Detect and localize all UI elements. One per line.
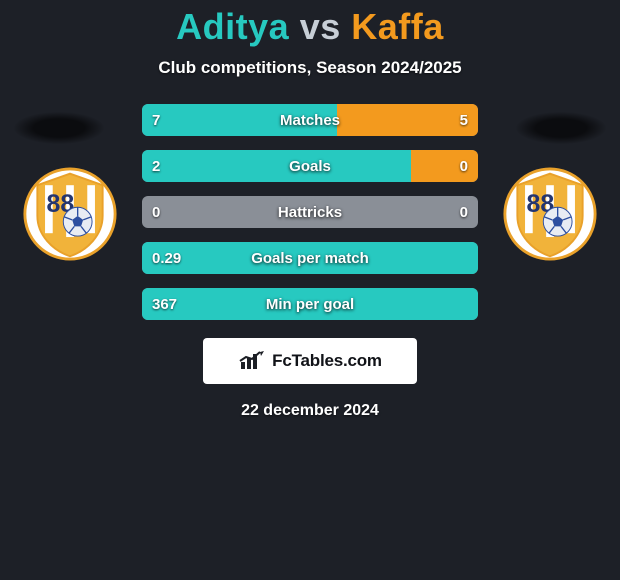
comparison-stage: 88 88 bbox=[0, 104, 620, 420]
stat-row: 00Hattricks bbox=[142, 196, 478, 228]
title-player-b: Kaffa bbox=[351, 6, 444, 47]
stat-name: Goals per match bbox=[142, 242, 478, 274]
stat-row: 20Goals bbox=[142, 150, 478, 182]
club-badge-left: 88 bbox=[22, 166, 118, 262]
date-text: 22 december 2024 bbox=[0, 402, 620, 420]
brand-chart-icon bbox=[238, 350, 266, 372]
club-badge-right: 88 bbox=[502, 166, 598, 262]
stat-name: Min per goal bbox=[142, 288, 478, 320]
stat-bars: 75Matches 20Goals 00Hattricks 0.29Goals per… bbox=[142, 104, 478, 320]
title-player-a: Aditya bbox=[176, 6, 289, 47]
stat-name: Hattricks bbox=[142, 196, 478, 228]
header: Aditya vs Kaffa Club competitions, Seaso… bbox=[0, 0, 620, 78]
player-shadow-left bbox=[14, 112, 104, 144]
player-shadow-right bbox=[516, 112, 606, 144]
brand-box: FcTables.com bbox=[203, 338, 417, 384]
stat-name: Goals bbox=[142, 150, 478, 182]
page-title: Aditya vs Kaffa bbox=[0, 6, 620, 48]
stat-row: 75Matches bbox=[142, 104, 478, 136]
brand-text: FcTables.com bbox=[272, 351, 382, 371]
stat-row: 0.29Goals per match bbox=[142, 242, 478, 274]
subtitle: Club competitions, Season 2024/2025 bbox=[0, 58, 620, 78]
stat-name: Matches bbox=[142, 104, 478, 136]
stat-row: 367Min per goal bbox=[142, 288, 478, 320]
title-vs: vs bbox=[300, 6, 341, 47]
